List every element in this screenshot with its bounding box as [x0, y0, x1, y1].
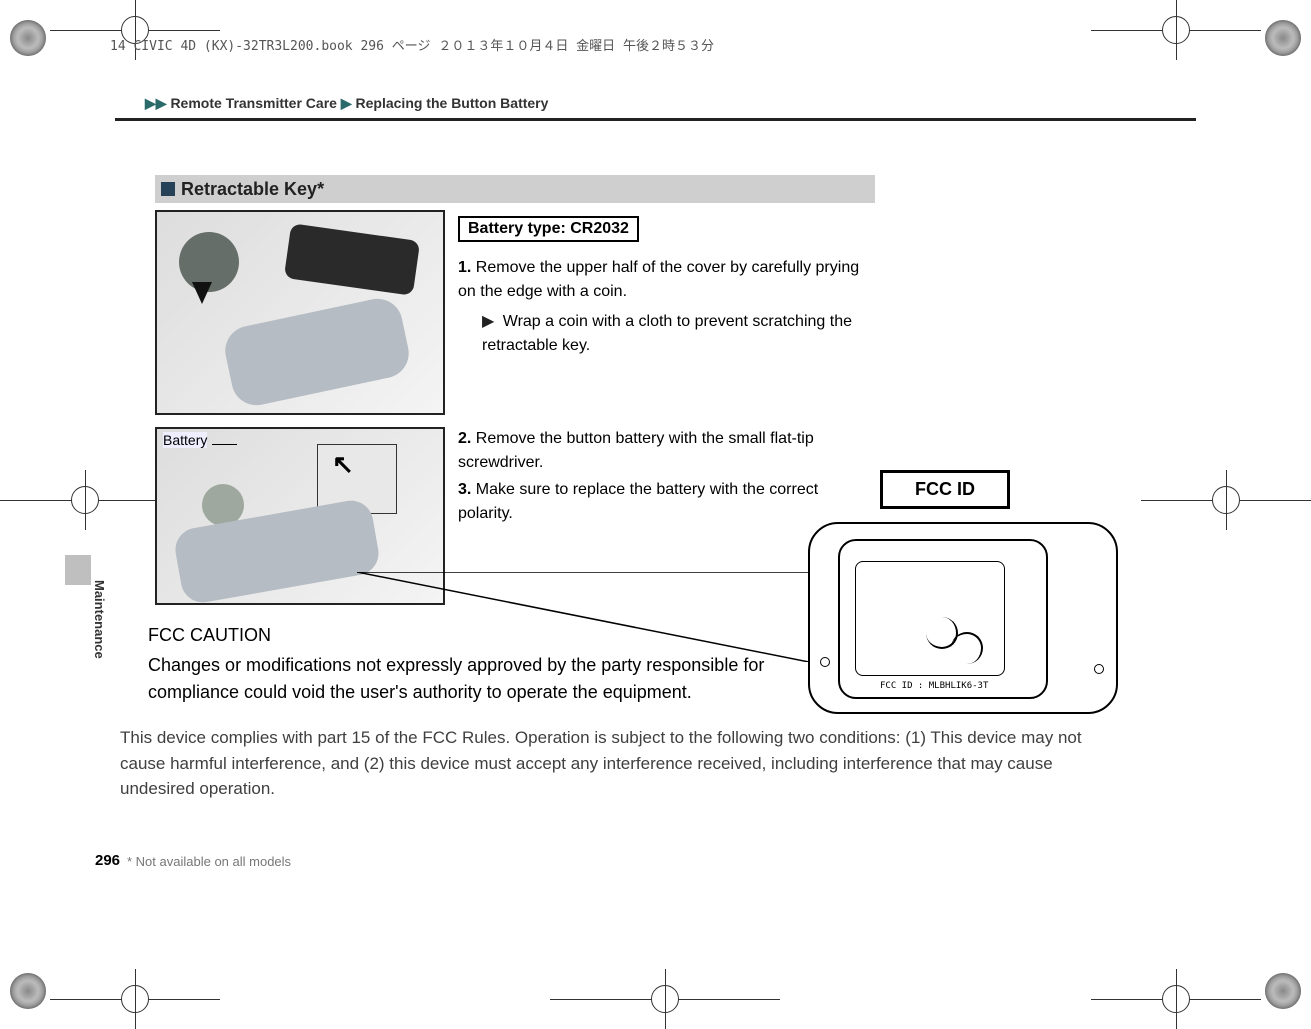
print-header: 14 CIVIC 4D (KX)-32TR3L200.book 296 ページ …	[110, 35, 714, 54]
fcc-compliance-text: This device complies with part 15 of the…	[120, 725, 1120, 802]
substep-text: Wrap a coin with a cloth to prevent scra…	[482, 313, 852, 354]
screw-hole-icon	[1094, 664, 1104, 674]
crosshair-icon	[0, 470, 170, 530]
step-1: 1. Remove the upper half of the cover by…	[458, 256, 868, 304]
arrow-up-icon: ↖	[332, 449, 354, 480]
step-number: 2.	[458, 430, 471, 447]
registration-mark-icon	[10, 20, 46, 56]
triangle-bullet-icon: ▶	[482, 310, 494, 334]
crosshair-icon	[1091, 0, 1261, 60]
crosshair-icon	[580, 969, 750, 1029]
figure-step1	[155, 210, 445, 415]
step-text: Remove the button battery with the small…	[458, 430, 814, 471]
screw-hole-icon	[820, 657, 830, 667]
breadcrumb: ▶▶ Remote Transmitter Care ▶ Replacing t…	[145, 95, 548, 112]
step-text: Make sure to replace the battery with th…	[458, 481, 818, 522]
breadcrumb-level1: Remote Transmitter Care	[170, 95, 337, 111]
step-3: 3. Make sure to replace the battery with…	[458, 478, 868, 526]
device-pcb-outline	[855, 561, 1005, 676]
step-number: 3.	[458, 481, 471, 498]
section-title: Retractable Key*	[181, 179, 324, 200]
device-inner-outline: FCC ID : MLBHLIK6-3T	[838, 539, 1048, 699]
section-marker-icon	[161, 182, 175, 196]
crosshair-icon	[1141, 470, 1311, 530]
breadcrumb-level2: Replacing the Button Battery	[356, 95, 549, 111]
crosshair-icon	[50, 969, 220, 1029]
footnote: * Not available on all models	[127, 854, 291, 869]
maintenance-tab	[65, 555, 91, 585]
fcc-caution-title: FCC CAUTION	[148, 625, 271, 646]
maintenance-label: Maintenance	[92, 580, 107, 659]
key-body-illustration	[221, 294, 414, 410]
registration-mark-icon	[1265, 20, 1301, 56]
section-header: Retractable Key*	[155, 175, 875, 203]
fcc-id-label: FCC ID : MLBHLIK6-3T	[880, 681, 988, 691]
battery-leader-line	[212, 444, 237, 445]
header-divider	[115, 118, 1196, 121]
step-number: 1.	[458, 259, 471, 276]
breadcrumb-arrow-icon: ▶	[341, 95, 352, 111]
registration-mark-icon	[10, 973, 46, 1009]
step-text: Remove the upper half of the cover by ca…	[458, 259, 859, 300]
crosshair-icon	[1091, 969, 1261, 1029]
step-1-substep: ▶ Wrap a coin with a cloth to prevent sc…	[482, 310, 862, 358]
device-diagram: FCC ID : MLBHLIK6-3T	[808, 522, 1118, 714]
step-2: 2. Remove the button battery with the sm…	[458, 427, 868, 475]
registration-mark-icon	[1265, 973, 1301, 1009]
battery-type-box: Battery type: CR2032	[458, 216, 639, 242]
breadcrumb-arrow-icon: ▶▶	[145, 95, 167, 111]
key-cover-illustration	[284, 223, 420, 296]
device-antenna-icon	[926, 617, 986, 667]
fcc-id-box: FCC ID	[880, 470, 1010, 509]
battery-callout-label: Battery	[163, 432, 207, 448]
fcc-caution-text: Changes or modifications not expressly a…	[148, 652, 808, 706]
page-number: 296	[95, 852, 120, 869]
figure-step2: ↖	[155, 427, 445, 605]
arrow-down-icon	[192, 282, 212, 304]
